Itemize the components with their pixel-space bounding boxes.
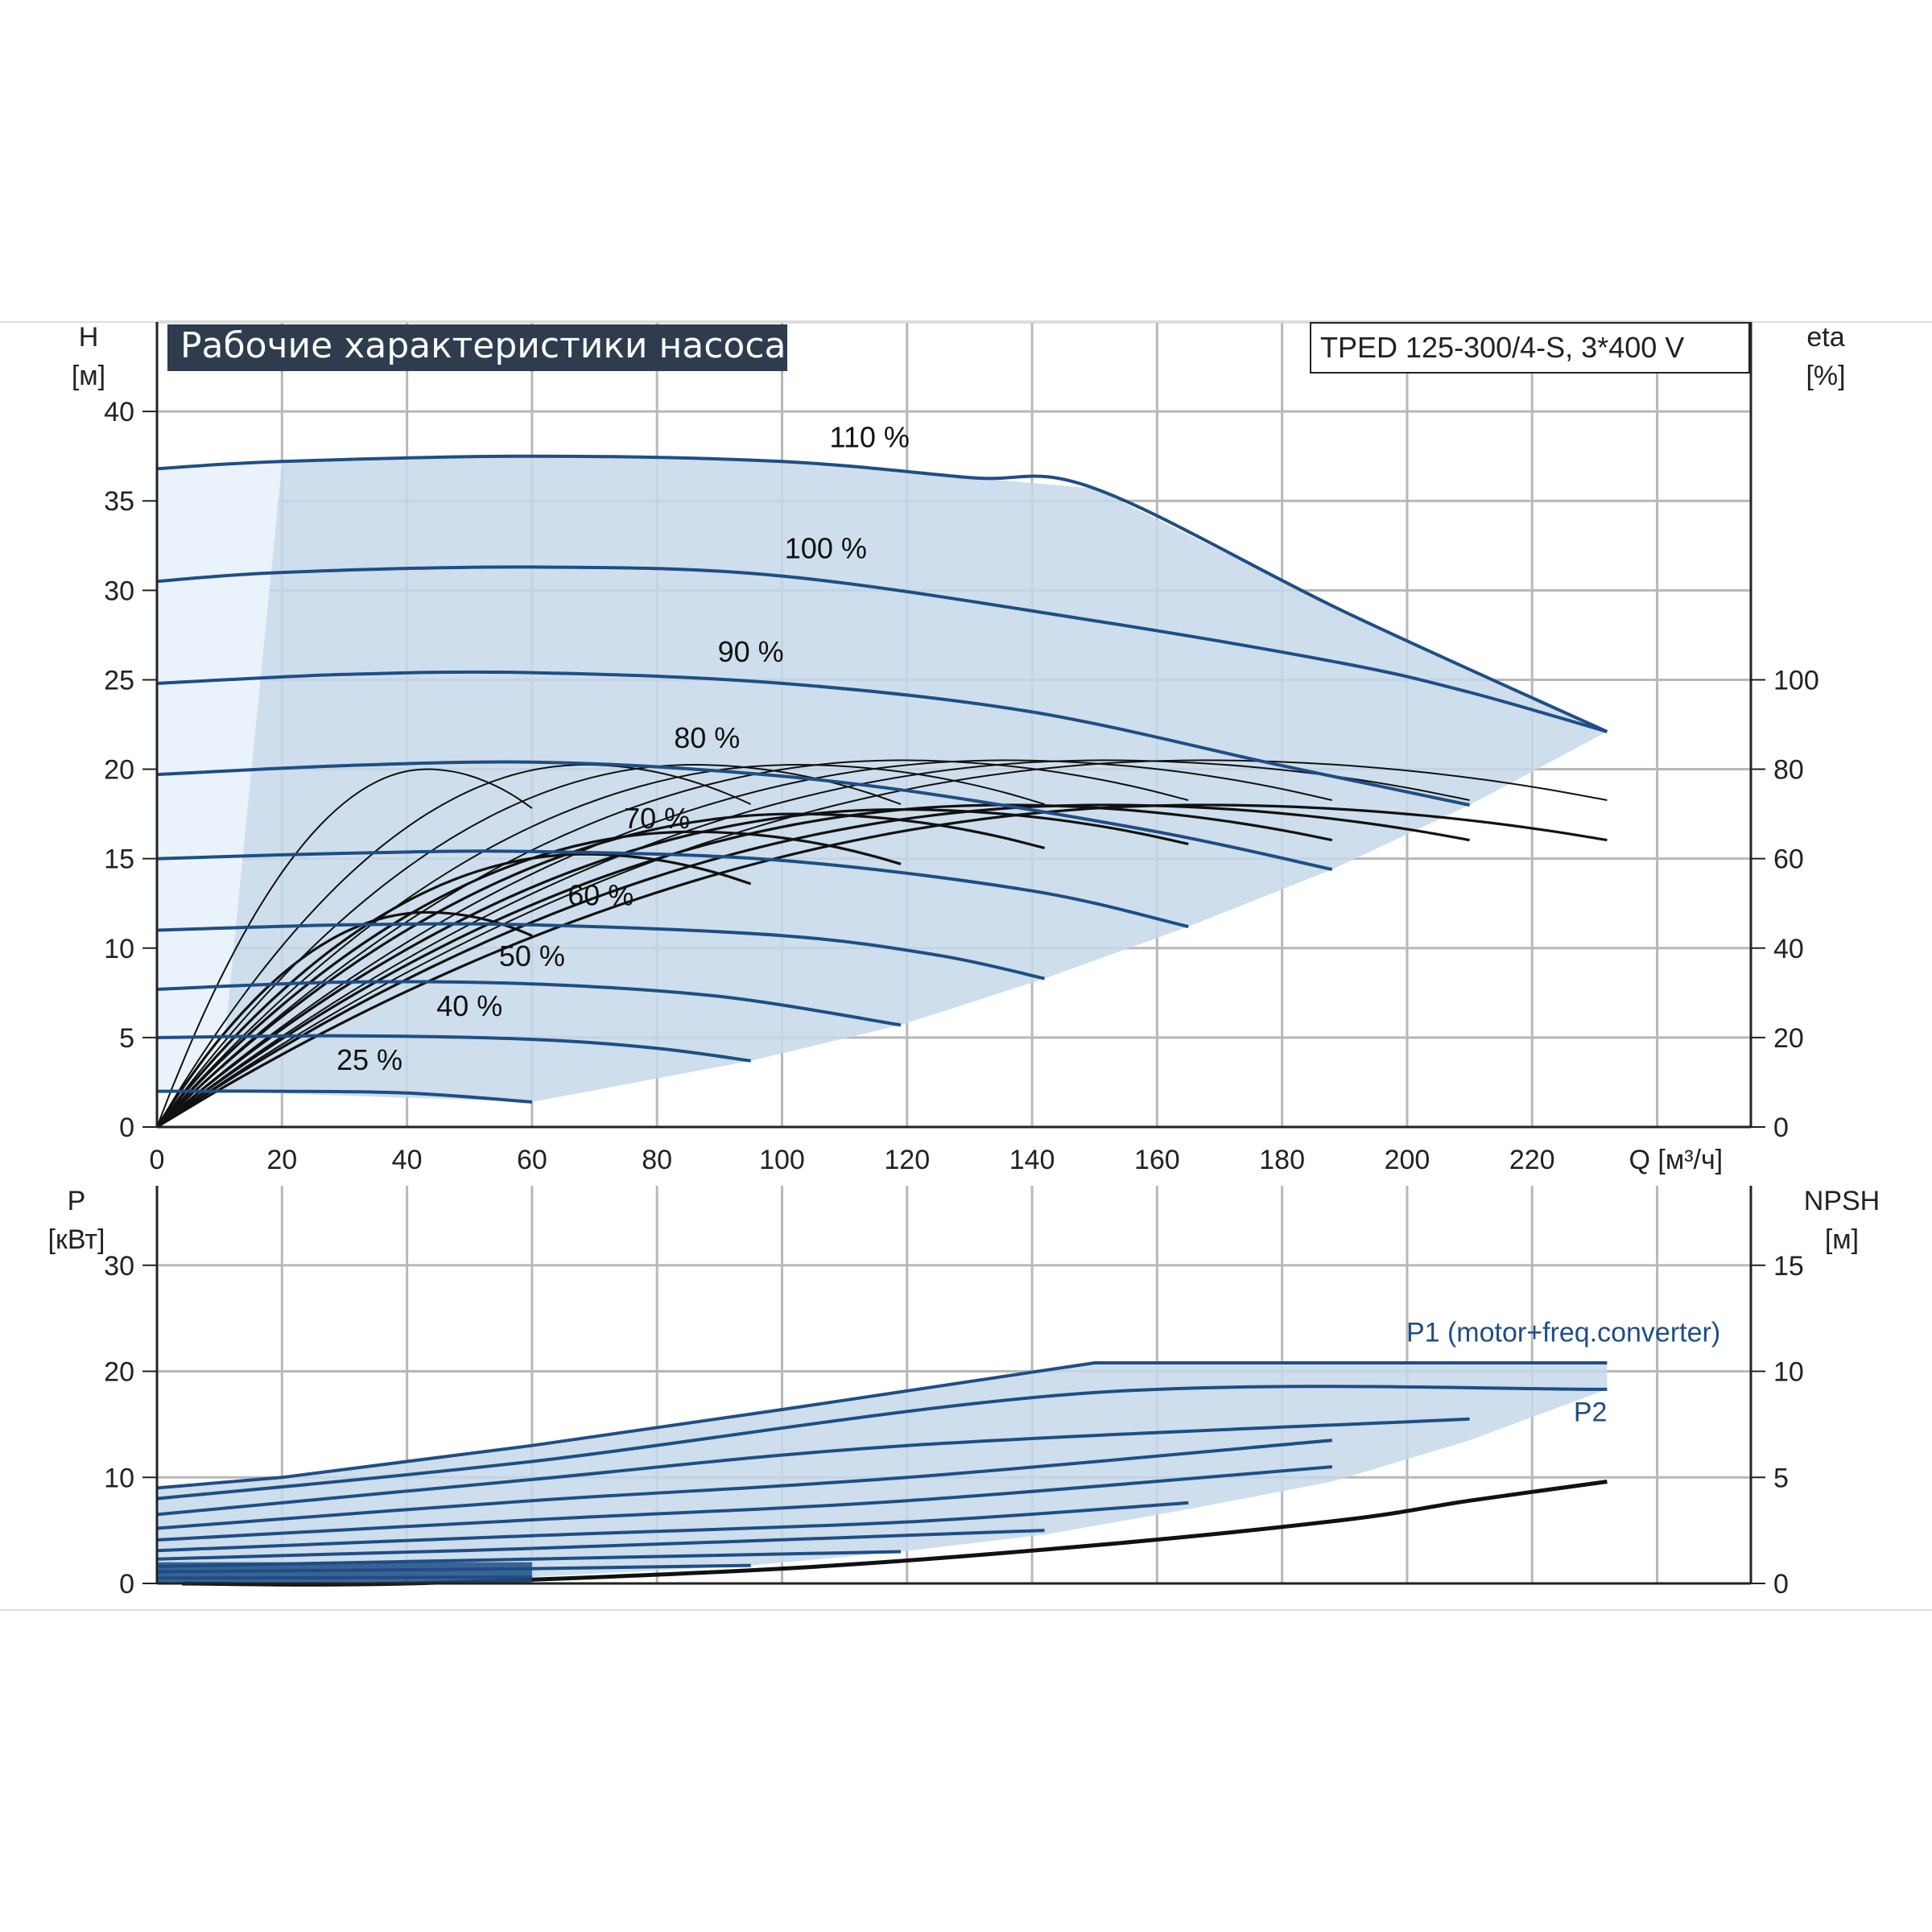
curve-labels: 110 % 100 % 90 % 80 % 70 % 60 %50 % 40 % 25 % P1… <box>336 421 1720 1428</box>
head-curve-label: 90 % <box>718 635 784 668</box>
x-tick-label: 140 <box>1009 1145 1055 1175</box>
npsh-tick-label: 5 <box>1773 1463 1789 1493</box>
title-background <box>167 324 787 371</box>
npsh-tick-label: 10 <box>1773 1357 1804 1388</box>
p-tick-label: 30 <box>104 1251 134 1282</box>
y2-tick-label: 80 <box>1773 755 1804 786</box>
head-curve <box>156 565 1608 733</box>
x-tick-label: 120 <box>884 1145 930 1175</box>
p2-label: P2 <box>1574 1397 1608 1427</box>
y-tick-label: 10 <box>104 934 134 964</box>
head-curve-label: 100 % <box>785 531 867 564</box>
head-curve-label: 40 % <box>436 989 502 1022</box>
head-curve-label: 70 % <box>624 802 690 835</box>
x-tick-label: 0 <box>150 1145 165 1175</box>
p-tick-label: 20 <box>104 1357 134 1388</box>
low-power-band <box>157 1562 532 1583</box>
y-axis-label: H <box>79 322 99 353</box>
npsh-axis-unit: [м] <box>1825 1224 1859 1255</box>
p1-label: P1 (motor+freq.converter) <box>1406 1318 1720 1348</box>
x-tick-label: 20 <box>266 1145 297 1175</box>
eta-curve-low <box>155 830 902 1129</box>
model-background <box>1310 322 1750 374</box>
head-curve <box>156 849 1189 929</box>
head-curve <box>156 1089 533 1104</box>
head-curve-label: 50 % <box>499 939 565 972</box>
p2-curve <box>156 1501 1189 1553</box>
x-tick-label: 180 <box>1259 1145 1305 1175</box>
title-box: Рабочие характеристики насоса <box>167 324 787 371</box>
x-axis-label: Q [м³/ч] <box>1629 1145 1723 1175</box>
head-curve <box>156 922 1046 980</box>
head-curve-label: 60 % <box>568 878 634 911</box>
eta-curve-low <box>156 803 1470 1129</box>
npsh-tick-label: 0 <box>1773 1569 1789 1600</box>
y-tick-label: 20 <box>104 755 134 786</box>
x-tick-label: 160 <box>1134 1145 1180 1175</box>
head-curve <box>156 454 1608 733</box>
chart-title: Рабочие характеристики насоса <box>180 325 786 366</box>
y2-axis-label: eta <box>1806 322 1844 353</box>
p2-curve <box>156 1417 1470 1517</box>
operating-area <box>157 456 1608 1583</box>
p-tick-label: 0 <box>119 1569 134 1600</box>
eta-curve <box>156 763 751 1128</box>
y2-tick-label: 100 <box>1773 665 1819 696</box>
x-tick-label: 200 <box>1385 1145 1430 1175</box>
npsh-tick-label: 15 <box>1773 1251 1804 1282</box>
head-curve <box>156 760 1333 871</box>
head-curve <box>156 670 1471 807</box>
y-tick-label: 5 <box>119 1023 134 1054</box>
head-curve-label: 110 % <box>829 421 909 454</box>
p2-curve <box>156 1385 1608 1501</box>
x-tick-label: 60 <box>517 1145 547 1175</box>
head-curve <box>156 1034 751 1063</box>
eta-curve <box>156 763 902 1128</box>
p-tick-label: 10 <box>104 1463 134 1493</box>
y2-tick-label: 20 <box>1773 1023 1804 1054</box>
head-curve-label: 25 % <box>336 1043 402 1076</box>
y2-tick-label: 40 <box>1773 934 1804 964</box>
power-area-fill <box>157 1363 1608 1583</box>
p1-curve <box>156 1361 1608 1490</box>
curves <box>155 454 1608 1587</box>
p2-curve <box>156 1439 1332 1530</box>
head-curve-label: 80 % <box>674 721 740 754</box>
eta-curve-low <box>155 852 752 1129</box>
x-tick-label: 40 <box>392 1145 423 1175</box>
y2-axis-unit: [%] <box>1806 361 1845 391</box>
y2-tick-label: 0 <box>1773 1113 1789 1143</box>
light-area-fill <box>157 461 283 1092</box>
y-axis-unit: [м] <box>72 361 105 391</box>
model-label: TPED 125-300/4-S, 3*400 V <box>1320 331 1684 364</box>
y-tick-label: 25 <box>104 665 134 696</box>
y-tick-label: 35 <box>104 486 134 517</box>
x-tick-label: 100 <box>759 1145 805 1175</box>
y-tick-label: 30 <box>104 576 134 606</box>
npsh-axis-label: NPSH <box>1804 1186 1880 1216</box>
head-curve <box>156 980 902 1027</box>
y2-tick-label: 60 <box>1773 844 1804 875</box>
p2-curve <box>156 1529 1045 1561</box>
p-axis-unit: [кВт] <box>48 1224 105 1255</box>
y-tick-label: 15 <box>104 844 134 875</box>
eta-curve-low <box>156 803 1333 1129</box>
eta-curve <box>156 768 533 1128</box>
p-axis-label: P <box>68 1186 86 1216</box>
p2-curve <box>156 1465 1332 1542</box>
operating-area-fill <box>219 456 1608 1102</box>
eta-curve-low <box>156 803 1608 1129</box>
x-tick-label: 80 <box>642 1145 672 1175</box>
y-tick-label: 0 <box>119 1113 134 1143</box>
y-tick-label: 40 <box>104 397 134 427</box>
x-tick-label: 220 <box>1509 1145 1555 1175</box>
model-box: TPED 125-300/4-S, 3*400 V <box>1310 322 1750 374</box>
